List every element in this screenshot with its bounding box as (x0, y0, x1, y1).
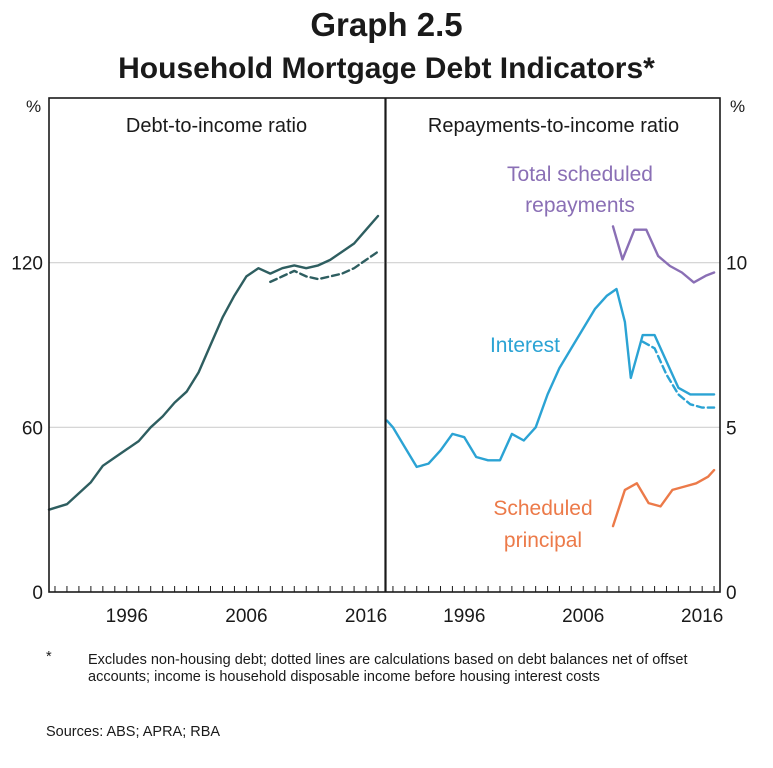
chart-title: Graph 2.5 (310, 6, 463, 43)
scheduled-principal-line (611, 468, 716, 528)
debt-to-income-line (47, 214, 380, 511)
debt-to-income-net-offset-line (269, 250, 380, 284)
chart-labels: 0 60 120% 1996 2006 2016 Debt-to-income ratio 0… (11, 97, 747, 627)
x-tick-label: 2016 (345, 606, 387, 627)
series-label: Total scheduled (507, 163, 653, 186)
y-tick-label: 120 (11, 254, 43, 275)
series-label: Interest (490, 334, 560, 357)
footnote-marker: * (46, 649, 52, 665)
interest-net-offset-line (641, 340, 716, 409)
series-lines (47, 214, 716, 528)
footnote-text: Excludes non-housing debt; dotted lines … (88, 652, 688, 685)
x-tick-label: 1996 (106, 606, 148, 627)
y-unit-label: % (730, 97, 745, 116)
x-tick-label: 1996 (443, 606, 485, 627)
series-label: Scheduled (493, 497, 592, 520)
total-scheduled-repayments-line (611, 225, 716, 284)
y-tick-label: 5 (726, 418, 737, 439)
y-tick-label: 60 (22, 418, 43, 439)
chart-frame (48, 97, 721, 593)
y-tick-label: 0 (726, 583, 737, 604)
y-unit-label: % (26, 97, 41, 116)
sources-text: Sources: ABS; APRA; RBA (46, 724, 221, 740)
interest-line (385, 287, 716, 469)
series-label: repayments (525, 194, 635, 217)
y-tick-label: 10 (726, 254, 747, 275)
x-tick-label: 2016 (681, 606, 723, 627)
y-tick-label: 0 (32, 583, 43, 604)
series-label: principal (504, 529, 582, 552)
panel-title: Repayments-to-income ratio (428, 115, 679, 137)
x-tick-label: 2006 (225, 606, 267, 627)
x-tick-label: 2006 (562, 606, 604, 627)
panel-title: Debt-to-income ratio (126, 115, 307, 137)
chart-subtitle: Household Mortgage Debt Indicators* (118, 52, 655, 85)
